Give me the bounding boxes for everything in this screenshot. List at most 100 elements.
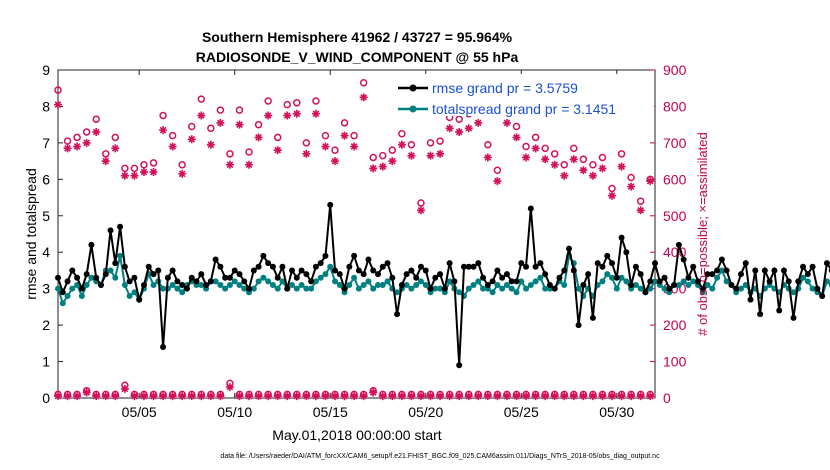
spread-point xyxy=(503,282,510,289)
spread-point xyxy=(231,278,238,285)
spread-point xyxy=(59,300,66,307)
rmse-point xyxy=(780,267,787,274)
spread-point xyxy=(279,278,286,285)
obs-assimilated-low-marker xyxy=(369,388,378,397)
obs-possible-marker xyxy=(589,161,597,169)
obs-assimilated-low-marker xyxy=(206,392,215,401)
rmse-point xyxy=(599,263,606,270)
spread-point xyxy=(494,282,501,289)
spread-point xyxy=(198,282,205,289)
spread-point xyxy=(403,282,410,289)
rmse-point xyxy=(460,263,467,270)
rmse-point xyxy=(279,263,286,270)
obs-possible-marker xyxy=(293,99,301,107)
rmse-point xyxy=(642,289,649,296)
spread-point xyxy=(408,285,415,292)
obs-possible-marker xyxy=(436,137,444,145)
rmse-point xyxy=(637,271,644,278)
spread-point xyxy=(513,289,520,296)
rmse-point xyxy=(656,278,663,285)
spread-point xyxy=(480,285,487,292)
obs-assimilated-marker xyxy=(416,206,425,215)
obs-assimilated-marker xyxy=(302,149,311,158)
rmse-point xyxy=(131,274,138,281)
spread-point xyxy=(704,282,711,289)
y-left-tick-label: 1 xyxy=(42,354,50,370)
obs-assimilated-low-marker xyxy=(54,392,62,401)
rmse-point xyxy=(379,263,386,270)
spread-point xyxy=(317,274,324,281)
rmse-point xyxy=(475,260,482,267)
rmse-point xyxy=(389,274,396,281)
obs-assimilated-low-marker xyxy=(101,392,110,401)
obs-assimilated-low-marker xyxy=(120,384,129,393)
spread-point xyxy=(346,282,353,289)
obs-assimilated-marker xyxy=(168,142,177,151)
rmse-point xyxy=(250,267,257,274)
spread-point xyxy=(55,285,61,292)
rmse-point xyxy=(384,260,391,267)
obs-possible-marker xyxy=(570,144,578,153)
obs-assimilated-low-marker xyxy=(378,392,387,401)
rmse-point xyxy=(169,267,176,274)
obs-possible-marker xyxy=(493,166,502,174)
obs-possible-marker xyxy=(579,155,588,164)
spread-point xyxy=(613,285,620,292)
rmse-point xyxy=(561,267,568,274)
obs-assimilated-marker xyxy=(149,168,158,177)
rmse-point xyxy=(613,274,620,281)
obs-possible-marker xyxy=(312,97,320,105)
spread-point xyxy=(508,285,515,292)
rmse-point xyxy=(785,278,792,285)
footnote: data file: /Users/raeder/DAI/ATM_forcXX/… xyxy=(220,453,660,460)
obs-assimilated-low-marker xyxy=(92,392,101,401)
rmse-point xyxy=(714,267,721,274)
spread-point xyxy=(131,289,138,296)
spread-point xyxy=(618,274,625,281)
spread-point xyxy=(800,274,807,281)
spread-point xyxy=(723,278,730,285)
rmse-point xyxy=(370,267,377,274)
rmse-point xyxy=(575,322,582,329)
spread-point xyxy=(160,285,167,292)
rmse-point xyxy=(236,271,243,278)
obs-assimilated-low-marker xyxy=(598,392,607,401)
rmse-point xyxy=(570,267,577,274)
obs-assimilated-low-marker xyxy=(560,392,569,401)
obs-assimilated-marker xyxy=(245,160,254,169)
obs-possible-marker xyxy=(331,146,339,154)
y-left-tick-label: 6 xyxy=(42,171,50,187)
spread-point xyxy=(652,278,658,285)
rmse-point xyxy=(432,274,439,281)
obs-assimilated-marker xyxy=(187,135,196,144)
obs-assimilated-marker xyxy=(502,118,511,127)
obs-assimilated-low-marker xyxy=(531,392,540,401)
obs-assimilated-marker xyxy=(483,153,492,162)
rmse-point xyxy=(690,263,697,270)
obs-assimilated-low-marker xyxy=(311,392,320,401)
rmse-point xyxy=(437,271,444,278)
obs-assimilated-marker xyxy=(464,124,473,133)
rmse-point xyxy=(97,282,104,289)
spread-point xyxy=(374,282,381,289)
rmse-point xyxy=(117,223,124,230)
rmse-point xyxy=(179,282,186,289)
spread-point xyxy=(537,274,544,281)
rmse-point xyxy=(140,282,147,289)
rmse-point xyxy=(737,271,744,278)
obs-assimilated-marker xyxy=(283,111,292,120)
rmse-point xyxy=(542,271,549,278)
rmse-point xyxy=(790,314,797,321)
obs-assimilated-marker xyxy=(493,177,502,186)
obs-possible-marker xyxy=(522,142,530,151)
spread-point xyxy=(255,278,262,285)
spread-point xyxy=(88,274,95,281)
y-left-tick-label: 2 xyxy=(42,317,50,333)
obs-possible-marker xyxy=(73,133,81,142)
rmse-point xyxy=(685,274,692,281)
x-tick-label: 05/05 xyxy=(122,404,157,420)
spread-point xyxy=(69,285,76,292)
obs-possible-marker xyxy=(340,119,349,127)
spread-point xyxy=(446,278,453,285)
